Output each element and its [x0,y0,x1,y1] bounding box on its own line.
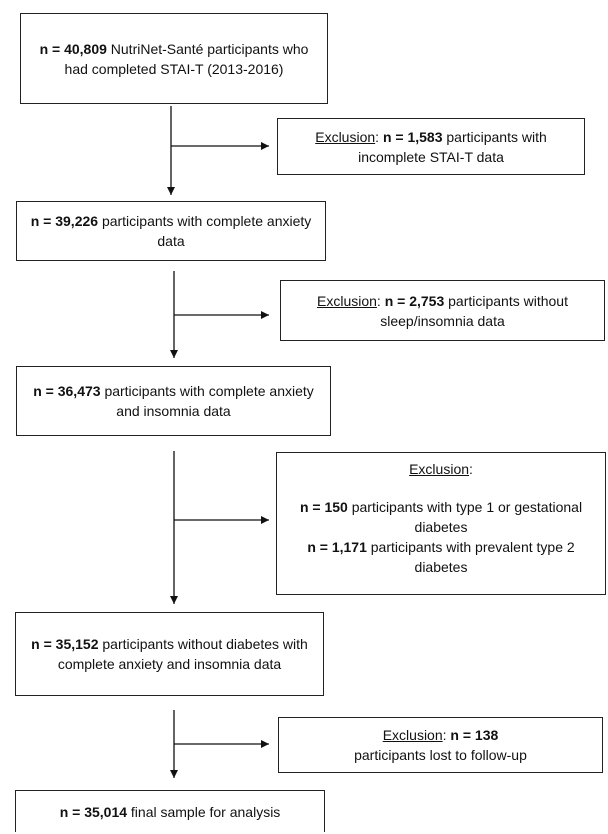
exclusion-2-sep: : [376,292,381,309]
exclusion-4-description: participants lost to follow-up [354,747,527,763]
box-complete-anxiety-text: n = 39,226 participants with complete an… [25,211,317,251]
exclusion-3-label: Exclusion [409,461,470,477]
exclusion-4-sep: : [442,727,447,743]
box-initial-description: NutriNet-Santé participants who had comp… [64,40,309,77]
box-initial-text: n = 40,809 NutriNet-Santé participants w… [29,39,319,79]
exclusion-3-item-1-count: n = 150 [299,499,348,515]
exclusion-4-text: Exclusion: n = 138 participants lost to … [354,725,527,765]
box-complete-anxiety-insomnia: n = 36,473 participants with complete an… [16,366,331,436]
box-exclusion-3: Exclusion: n = 150 participants with typ… [276,452,606,595]
box-exclusion-4: Exclusion: n = 138 participants lost to … [278,717,603,773]
exclusion-1-text: Exclusion: n = 1,583 participants with i… [286,127,576,167]
box-final-sample-description: final sample for analysis [130,803,281,820]
box-complete-anxiety-description: participants with complete anxiety data [101,213,312,249]
box-exclusion-1: Exclusion: n = 1,583 participants with i… [277,118,585,175]
box-without-diabetes-description: participants without diabetes with compl… [57,636,308,672]
exclusion-4-label: Exclusion [382,727,443,743]
exclusion-2-label: Exclusion [317,292,377,309]
box-without-diabetes: n = 35,152 participants without diabetes… [15,612,324,696]
exclusion-3-item-2-count: n = 1,171 [307,539,367,555]
box-exclusion-2: Exclusion: n = 2,753 participants withou… [280,280,605,341]
box-final-sample: n = 35,014 final sample for analysis [15,790,325,832]
exclusion-2-count: n = 2,753 [384,292,445,309]
exclusion-3-item-2: n = 1,171 participants with prevalent ty… [285,537,597,577]
box-complete-anxiety: n = 39,226 participants with complete an… [16,201,326,261]
exclusion-1-label: Exclusion [315,128,376,145]
box-complete-anxiety-count: n = 39,226 [30,213,99,229]
exclusion-4-count: n = 138 [450,727,499,743]
box-complete-anxiety-insomnia-description: participants with complete anxiety and i… [104,383,314,419]
box-complete-anxiety-insomnia-text: n = 36,473 participants with complete an… [25,381,322,421]
exclusion-3-item-2-description: participants with prevalent type 2 diabe… [370,539,575,575]
exclusion-1-sep: : [375,128,380,145]
box-without-diabetes-count: n = 35,152 [31,636,99,652]
exclusion-1-description: participants with incomplete STAI-T data [358,128,547,165]
exclusion-3-header: Exclusion: [409,459,473,479]
exclusion-3-item-1-description: participants with type 1 or gestational … [351,499,583,535]
box-final-sample-text: n = 35,014 final sample for analysis [60,802,281,822]
box-final-sample-count: n = 35,014 [59,803,128,820]
box-initial-count: n = 40,809 [39,40,107,57]
box-initial-participants: n = 40,809 NutriNet-Santé participants w… [20,13,328,104]
exclusion-3-sep: : [469,461,473,477]
exclusion-2-text: Exclusion: n = 2,753 participants withou… [289,291,596,331]
exclusion-3-item-1: n = 150 participants with type 1 or gest… [285,497,597,537]
exclusion-2-description: participants without sleep/insomnia data [380,292,568,329]
exclusion-1-count: n = 1,583 [382,128,443,145]
box-without-diabetes-text: n = 35,152 participants without diabetes… [24,634,315,674]
box-complete-anxiety-insomnia-count: n = 36,473 [33,383,101,399]
